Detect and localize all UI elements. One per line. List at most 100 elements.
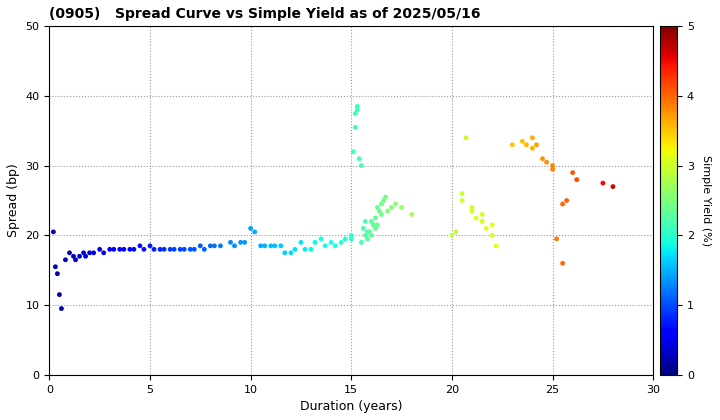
Point xyxy=(300,246,311,253)
Point xyxy=(330,242,341,249)
Point xyxy=(546,166,558,173)
Point xyxy=(320,242,331,249)
Point xyxy=(199,246,210,253)
Point xyxy=(351,107,363,113)
Point xyxy=(369,225,381,232)
Point xyxy=(215,242,226,249)
Point xyxy=(467,204,478,211)
Point xyxy=(348,148,359,155)
Point xyxy=(325,239,337,246)
Point xyxy=(480,225,492,232)
Point xyxy=(108,246,120,253)
Point xyxy=(521,142,532,148)
Point xyxy=(450,228,462,235)
Point xyxy=(477,218,488,225)
Point xyxy=(456,190,468,197)
Text: (0905)   Spread Curve vs Simple Yield as of 2025/05/16: (0905) Spread Curve vs Simple Yield as o… xyxy=(50,7,481,21)
Point xyxy=(54,291,66,298)
Point xyxy=(487,222,498,228)
Point xyxy=(94,246,105,253)
Point xyxy=(118,246,130,253)
Point xyxy=(366,218,377,225)
Point xyxy=(235,239,246,246)
Point xyxy=(164,246,176,253)
Point xyxy=(359,218,371,225)
Point xyxy=(128,246,140,253)
Point xyxy=(336,239,347,246)
Point xyxy=(88,249,99,256)
Point xyxy=(368,222,379,228)
Point xyxy=(225,239,236,246)
Point xyxy=(209,242,220,249)
Point xyxy=(527,134,539,141)
Point xyxy=(229,242,240,249)
Point xyxy=(80,253,91,260)
Point xyxy=(396,204,408,211)
Point xyxy=(369,215,381,221)
Point xyxy=(536,155,548,162)
Point xyxy=(346,236,357,242)
Point xyxy=(477,211,488,218)
Point xyxy=(607,183,618,190)
Point xyxy=(138,246,150,253)
Point xyxy=(372,222,383,228)
Point xyxy=(310,239,321,246)
Point xyxy=(372,204,383,211)
Point xyxy=(386,204,397,211)
Point xyxy=(557,201,568,207)
Point xyxy=(379,194,391,200)
Point xyxy=(354,155,365,162)
Point xyxy=(517,138,528,144)
Point xyxy=(456,197,468,204)
Point xyxy=(239,239,251,246)
Point xyxy=(487,232,498,239)
Point xyxy=(382,207,393,214)
Y-axis label: Simple Yield (%): Simple Yield (%) xyxy=(701,155,711,246)
Point xyxy=(60,257,71,263)
Point xyxy=(158,246,170,253)
Point xyxy=(557,260,568,267)
Point xyxy=(259,242,271,249)
Point xyxy=(356,162,367,169)
Point xyxy=(359,232,371,239)
Point xyxy=(390,201,401,207)
Point xyxy=(567,169,578,176)
Point xyxy=(531,142,542,148)
Point xyxy=(374,207,385,214)
Point xyxy=(78,249,89,256)
Point xyxy=(114,246,125,253)
Point xyxy=(546,162,558,169)
Point xyxy=(174,246,186,253)
Point xyxy=(551,236,562,242)
Point xyxy=(179,246,190,253)
Point xyxy=(460,134,472,141)
Point xyxy=(470,215,482,221)
Point xyxy=(315,236,327,242)
Point xyxy=(361,236,373,242)
Point xyxy=(349,110,361,117)
Point xyxy=(134,242,145,249)
Point xyxy=(265,242,276,249)
X-axis label: Duration (years): Duration (years) xyxy=(300,400,402,413)
Point xyxy=(507,142,518,148)
Point xyxy=(255,242,266,249)
Point xyxy=(245,225,256,232)
Point xyxy=(571,176,582,183)
Point xyxy=(490,242,502,249)
Point xyxy=(279,249,291,256)
Point xyxy=(346,232,357,239)
Point xyxy=(358,225,369,232)
Point xyxy=(194,242,206,249)
Point xyxy=(73,253,85,260)
Point xyxy=(48,228,59,235)
Point xyxy=(70,257,81,263)
Point xyxy=(269,242,281,249)
Point xyxy=(144,242,156,249)
Point xyxy=(597,180,608,186)
Point xyxy=(376,211,387,218)
Point xyxy=(561,197,572,204)
Point xyxy=(446,232,458,239)
Point xyxy=(189,246,200,253)
Point xyxy=(406,211,418,218)
Point xyxy=(68,253,79,260)
